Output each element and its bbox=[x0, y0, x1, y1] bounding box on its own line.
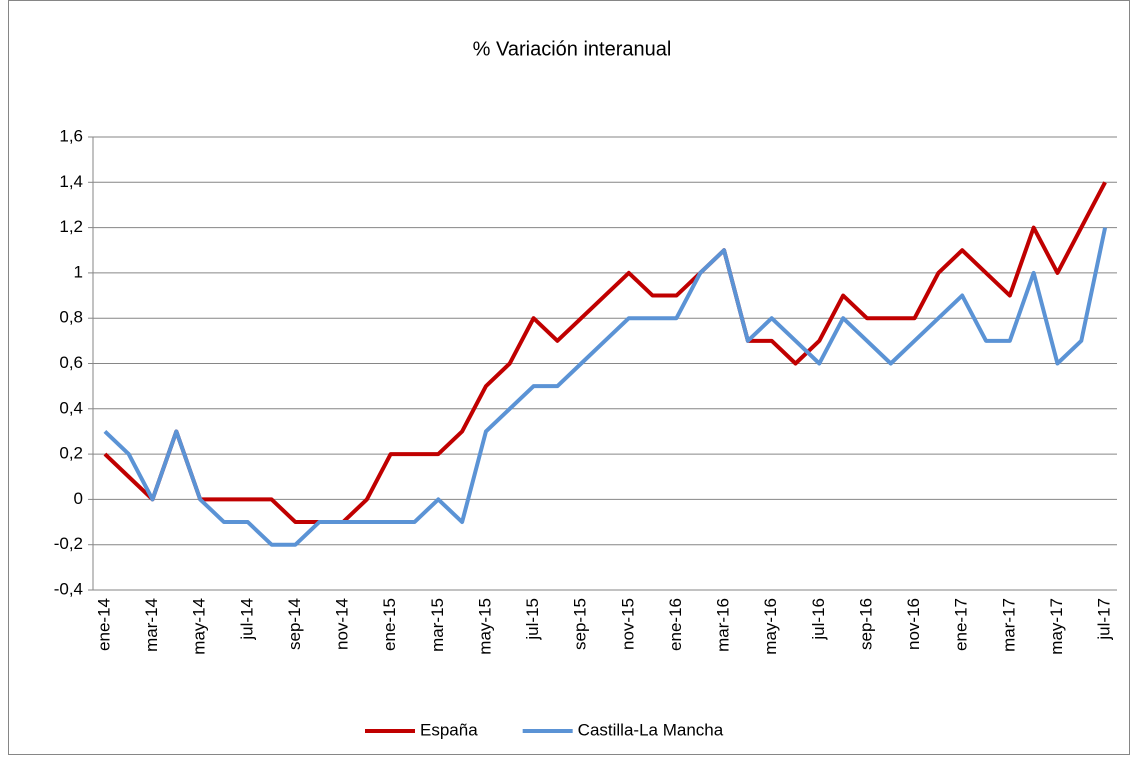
x-tick-label: ene-14 bbox=[94, 598, 113, 651]
x-tick-label: may-14 bbox=[190, 598, 209, 655]
x-tick-label: ene-15 bbox=[380, 598, 399, 651]
chart-title: % Variación interanual bbox=[473, 38, 672, 60]
x-tick-label: sep-16 bbox=[856, 598, 875, 650]
y-tick-label: 0,2 bbox=[59, 444, 83, 463]
x-tick-label: mar-15 bbox=[428, 598, 447, 652]
series-line bbox=[103, 181, 1107, 525]
x-tick-label: mar-17 bbox=[999, 598, 1018, 652]
x-tick-label: jul-16 bbox=[809, 598, 828, 641]
x-tick-label: nov-16 bbox=[904, 598, 923, 650]
y-tick-label: 1 bbox=[74, 262, 83, 281]
x-tick-label: ene-17 bbox=[952, 598, 971, 651]
x-tick-label: sep-15 bbox=[571, 598, 590, 650]
x-tick-label: may-16 bbox=[761, 598, 780, 655]
x-tick-label: ene-16 bbox=[666, 598, 685, 651]
y-tick-label: 0,8 bbox=[59, 308, 83, 327]
series-line bbox=[103, 227, 1108, 547]
x-tick-label: sep-14 bbox=[285, 598, 304, 650]
y-tick-label: -0,4 bbox=[54, 579, 83, 598]
x-tick-label: may-17 bbox=[1047, 598, 1066, 655]
x-tick-label: nov-14 bbox=[333, 598, 352, 650]
y-tick-label: 0 bbox=[74, 489, 83, 508]
x-tick-label: mar-16 bbox=[714, 598, 733, 652]
y-tick-label: 0,6 bbox=[59, 353, 83, 372]
legend-label: Castilla-La Mancha bbox=[578, 720, 724, 739]
y-tick-label: 1,4 bbox=[59, 172, 83, 191]
x-tick-label: jul-15 bbox=[523, 598, 542, 641]
legend-label: España bbox=[420, 720, 478, 739]
y-tick-label: 1,2 bbox=[59, 217, 83, 236]
x-tick-label: jul-14 bbox=[237, 598, 256, 641]
x-tick-label: mar-14 bbox=[142, 598, 161, 652]
y-tick-label: 1,6 bbox=[59, 126, 83, 145]
x-tick-label: may-15 bbox=[475, 598, 494, 655]
y-tick-label: 0,4 bbox=[59, 398, 83, 417]
y-tick-label: -0,2 bbox=[54, 534, 83, 553]
x-tick-label: nov-15 bbox=[618, 598, 637, 650]
x-tick-label: jul-17 bbox=[1095, 598, 1114, 641]
